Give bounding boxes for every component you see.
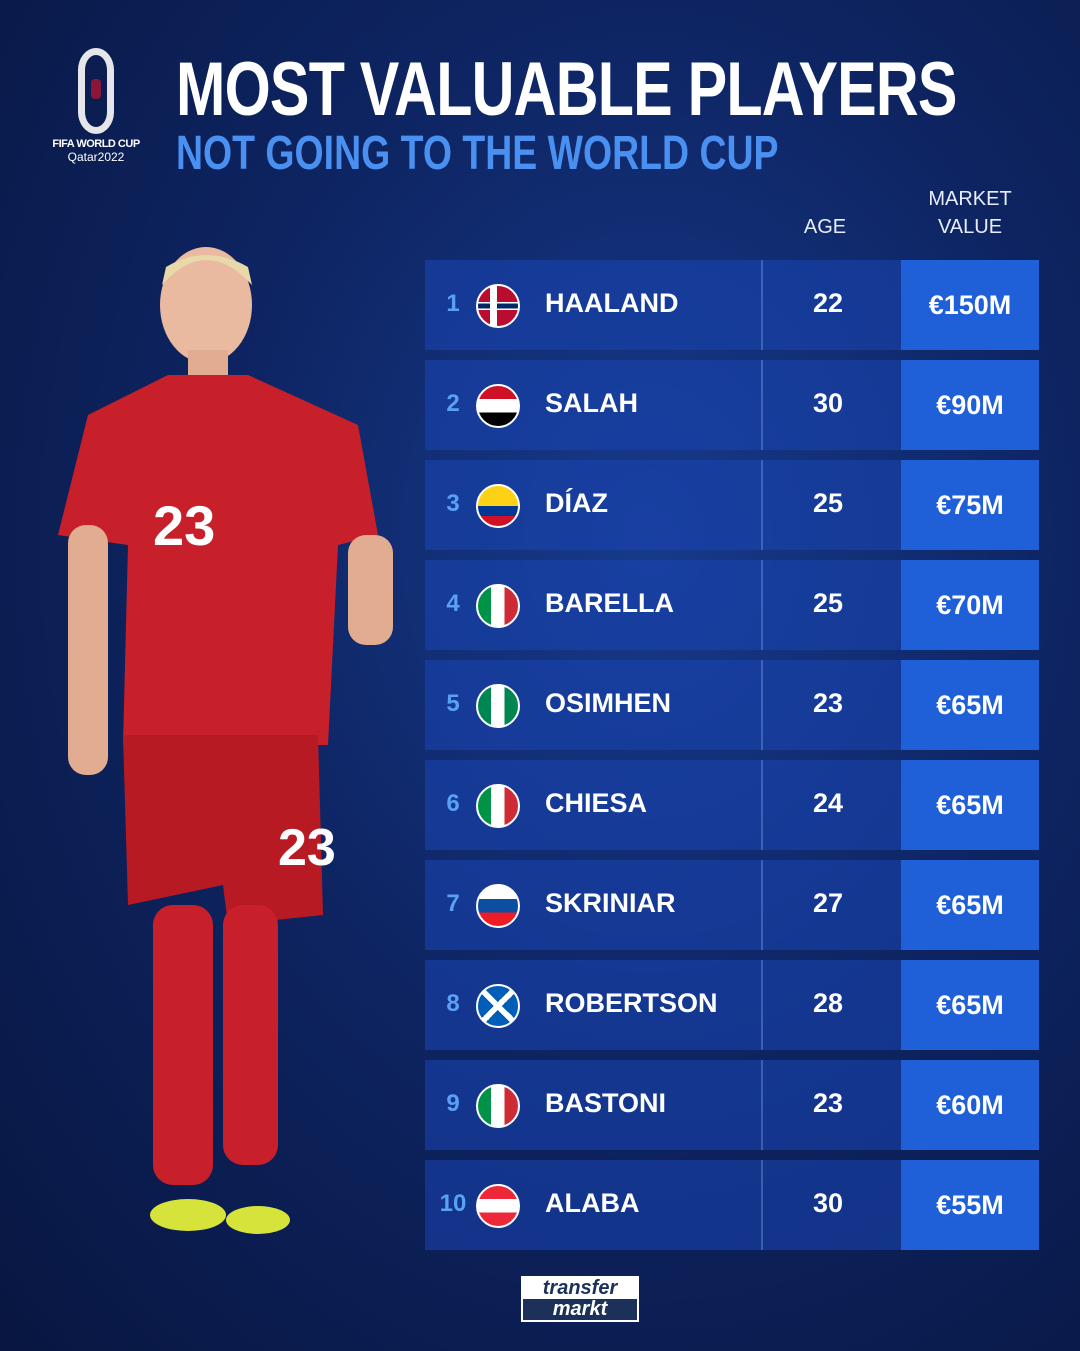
svg-text:23: 23	[153, 494, 215, 557]
market-value-header: MARKET VALUE	[901, 185, 1039, 241]
rank: 8	[446, 990, 460, 1017]
player-age: 24	[812, 788, 844, 818]
player-row: 6 CHIESA 24 €65M	[425, 760, 1039, 850]
player-row: 5 OSIMHEN 23 €65M	[425, 660, 1039, 750]
rank: 3	[446, 490, 460, 517]
market-value-header-line2: VALUE	[937, 216, 1003, 238]
player-age: 30	[812, 388, 844, 418]
column-divider	[761, 460, 763, 550]
brand-line1: transfer	[542, 1277, 618, 1299]
rank: 6	[446, 790, 460, 817]
player-age: 27	[812, 888, 844, 918]
rank: 9	[446, 1090, 460, 1117]
market-value: €150M	[901, 260, 1039, 350]
player-row: 2 SALAH 30 €90M	[425, 360, 1039, 450]
rank: 2	[446, 390, 460, 417]
player-age: 28	[812, 988, 844, 1018]
player-name: ALABA	[545, 1188, 640, 1218]
column-divider	[761, 260, 763, 350]
page-subtitle: NOT GOING TO THE WORLD CUP	[176, 127, 779, 180]
flag-scotland-icon	[476, 984, 520, 1028]
page-title: MOST VALUABLE PLAYERS	[176, 47, 957, 132]
player-row: 10 ALABA 30 €55M	[425, 1160, 1039, 1250]
column-divider	[761, 1160, 763, 1250]
market-value: €65M	[901, 860, 1039, 950]
rank: 7	[446, 890, 460, 917]
player-row: 9 BASTONI 23 €60M	[425, 1060, 1039, 1150]
player-row: 8 ROBERTSON 28 €65M	[425, 960, 1039, 1050]
column-divider	[761, 960, 763, 1050]
market-value: €75M	[901, 460, 1039, 550]
brand-line2: markt	[523, 1299, 637, 1320]
flag-austria-icon	[476, 1184, 520, 1228]
flag-italy-icon	[476, 784, 520, 828]
market-value: €60M	[901, 1060, 1039, 1150]
player-age: 25	[812, 588, 844, 618]
rank: 5	[446, 690, 460, 717]
market-value: €90M	[901, 360, 1039, 450]
player-age: 23	[812, 688, 844, 718]
flag-italy-icon	[476, 584, 520, 628]
column-divider	[761, 660, 763, 750]
player-name: SALAH	[545, 388, 638, 418]
world-cup-logo: FIFA WORLD CUP Qatar2022	[46, 48, 146, 164]
player-name: ROBERTSON	[545, 988, 718, 1018]
column-divider	[761, 560, 763, 650]
logo-line2: Qatar2022	[67, 150, 125, 164]
player-name: BARELLA	[545, 588, 674, 618]
player-name: OSIMHEN	[545, 688, 672, 718]
player-age: 30	[812, 1188, 844, 1218]
column-divider	[761, 360, 763, 450]
flag-colombia-icon	[476, 484, 520, 528]
player-name: SKRINIAR	[545, 888, 676, 918]
flag-norway-icon	[476, 284, 520, 328]
flag-slovakia-icon	[476, 884, 520, 928]
player-name: BASTONI	[545, 1088, 667, 1118]
logo-line1: FIFA WORLD CUP	[52, 138, 140, 150]
rank: 4	[446, 590, 460, 617]
player-row: 3 DÍAZ 25 €75M	[425, 460, 1039, 550]
player-name: CHIESA	[545, 788, 648, 818]
rank: 10	[439, 1190, 467, 1217]
age-header: AGE	[803, 216, 847, 238]
market-value: €70M	[901, 560, 1039, 650]
market-value: €55M	[901, 1160, 1039, 1250]
player-name: DÍAZ	[545, 488, 608, 518]
player-name: HAALAND	[545, 288, 679, 318]
flag-italy-icon	[476, 1084, 520, 1128]
player-row: 7 SKRINIAR 27 €65M	[425, 860, 1039, 950]
player-photo: 23 23	[58, 247, 393, 1234]
player-age: 22	[812, 288, 844, 318]
column-divider	[761, 760, 763, 850]
market-value: €65M	[901, 760, 1039, 850]
transfermarkt-logo: transfer markt	[521, 1276, 639, 1322]
market-value-header-line1: MARKET	[928, 188, 1012, 210]
flag-nigeria-icon	[476, 684, 520, 728]
column-divider	[761, 1060, 763, 1150]
player-row: 1 HAALAND 22 €150M	[425, 260, 1039, 350]
flag-egypt-icon	[476, 384, 520, 428]
trophy-emblem-icon	[78, 48, 114, 134]
rank: 1	[446, 290, 460, 317]
market-value: €65M	[901, 960, 1039, 1050]
player-age: 25	[812, 488, 844, 518]
column-divider	[761, 860, 763, 950]
player-age: 23	[812, 1088, 844, 1118]
svg-text:23: 23	[278, 819, 336, 877]
player-row: 4 BARELLA 25 €70M	[425, 560, 1039, 650]
market-value: €65M	[901, 660, 1039, 750]
